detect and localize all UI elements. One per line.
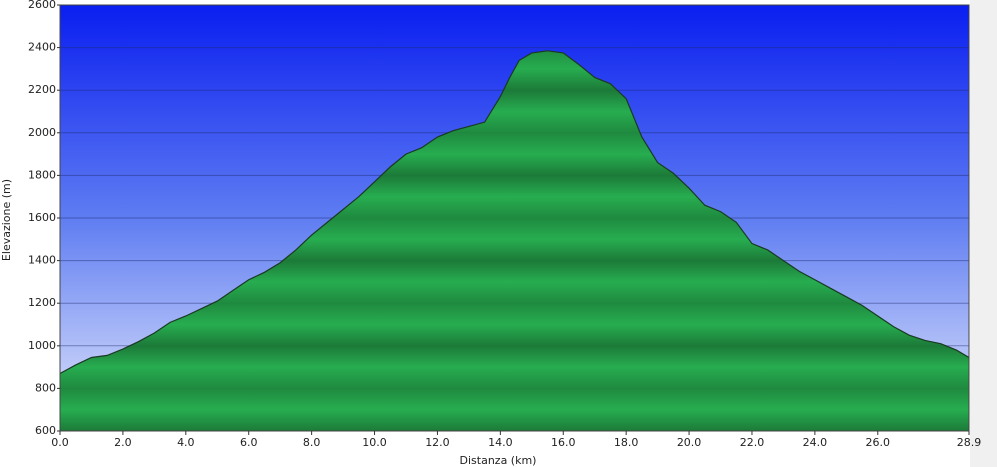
- x-tick-label: 16.0: [551, 436, 576, 449]
- x-tick-label: 18.0: [614, 436, 639, 449]
- x-tick-label: 4.0: [177, 436, 195, 449]
- y-tick-label: 1000: [28, 339, 56, 352]
- y-tick-label: 1600: [28, 211, 56, 224]
- y-tick-label: 2200: [28, 83, 56, 96]
- side-strip: [970, 0, 997, 467]
- y-tick-label: 1400: [28, 254, 56, 267]
- y-tick-label: 2000: [28, 126, 56, 139]
- x-tick-label: 22.0: [740, 436, 765, 449]
- x-tick-label: 10.0: [362, 436, 387, 449]
- y-axis-label: Elevazione (m): [0, 179, 13, 261]
- x-tick-label: 2.0: [114, 436, 132, 449]
- x-tick-label: 8.0: [303, 436, 321, 449]
- x-tick-label: 14.0: [488, 436, 513, 449]
- x-axis-label: Distanza (km): [460, 454, 537, 467]
- elevation-line: [59, 50, 970, 375]
- elevation-area: [60, 50, 969, 432]
- x-tick-label: 0.0: [51, 436, 69, 449]
- x-tick-label: 20.0: [677, 436, 702, 449]
- x-tick-label: 26.0: [866, 436, 891, 449]
- x-tick-label: 6.0: [240, 436, 258, 449]
- y-tick-label: 600: [35, 424, 56, 437]
- y-tick-label: 1200: [28, 296, 56, 309]
- y-tick-label: 1800: [28, 168, 56, 181]
- x-tick-label: 24.0: [803, 436, 828, 449]
- y-tick-label: 2600: [28, 0, 56, 11]
- x-tick-label: 28.9: [957, 436, 982, 449]
- y-tick-label: 800: [35, 381, 56, 394]
- y-tick-label: 2400: [28, 41, 56, 54]
- x-tick-label: 12.0: [425, 436, 450, 449]
